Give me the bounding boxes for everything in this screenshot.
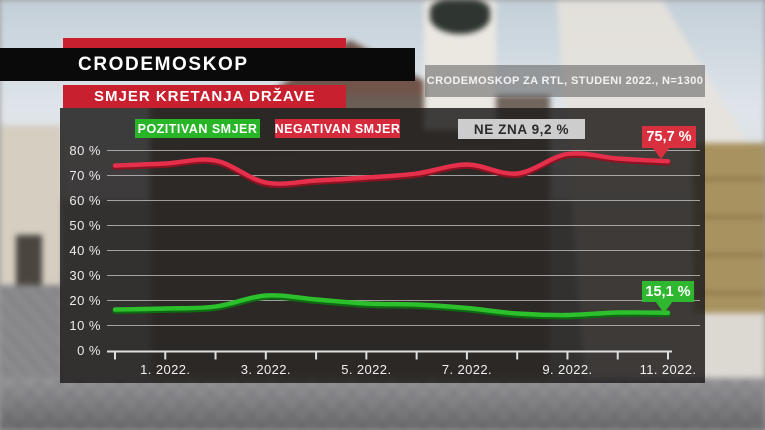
series-pozitivan-smjer [112, 293, 671, 320]
svg-text:5. 2022.: 5. 2022. [341, 362, 391, 377]
x-axis [107, 350, 672, 360]
svg-text:50 %: 50 % [69, 218, 101, 233]
svg-text:0 %: 0 % [77, 343, 101, 358]
x-axis-labels: 1. 2022. 3. 2022. 5. 2022. 7. 2022. 9. 2022.… [140, 362, 696, 377]
negative-value-callout: 75,7 % [642, 126, 696, 159]
dont-know-badge: NE ZNA 9,2 % [458, 119, 585, 139]
gridlines [107, 150, 700, 326]
positive-value-callout: 15,1 % [642, 281, 694, 313]
series-negativan-smjer [112, 151, 671, 189]
svg-text:30 %: 30 % [69, 268, 101, 283]
chart-title: SMJER KRETANJA DRŽAVE [94, 88, 316, 105]
legend-positive-badge: POZITIVAN SMJER [135, 119, 260, 138]
svg-text:70 %: 70 % [69, 168, 101, 183]
svg-text:9. 2022.: 9. 2022. [542, 362, 592, 377]
svg-text:60 %: 60 % [69, 193, 101, 208]
subtitle-bar: SMJER KRETANJA DRŽAVE [63, 85, 346, 108]
svg-text:1. 2022.: 1. 2022. [140, 362, 190, 377]
svg-text:40 %: 40 % [69, 243, 101, 258]
svg-text:10 %: 10 % [69, 318, 101, 333]
right-building [693, 143, 765, 313]
source-bar: CRODEMOSKOP ZA RTL, STUDENI 2022., N=130… [425, 65, 705, 97]
y-axis-labels: 0 % 10 % 20 % 30 % 40 % 50 % 60 % 70 % 80 % [69, 143, 101, 358]
svg-text:80 %: 80 % [69, 143, 101, 158]
source-text: CRODEMOSKOP ZA RTL, STUDENI 2022., N=130… [426, 75, 704, 87]
legend-negative-badge: NEGATIVAN SMJER [275, 119, 400, 138]
page-title: CRODEMOSKOP [78, 53, 249, 75]
svg-text:20 %: 20 % [69, 293, 101, 308]
svg-text:11. 2022.: 11. 2022. [640, 362, 697, 377]
street-left [0, 285, 62, 385]
tower-dome [430, 0, 490, 34]
street [0, 378, 765, 430]
title-bar: CRODEMOSKOP [0, 48, 415, 81]
header-red-strip [63, 38, 346, 48]
svg-text:3. 2022.: 3. 2022. [241, 362, 291, 377]
svg-text:7. 2022.: 7. 2022. [442, 362, 492, 377]
